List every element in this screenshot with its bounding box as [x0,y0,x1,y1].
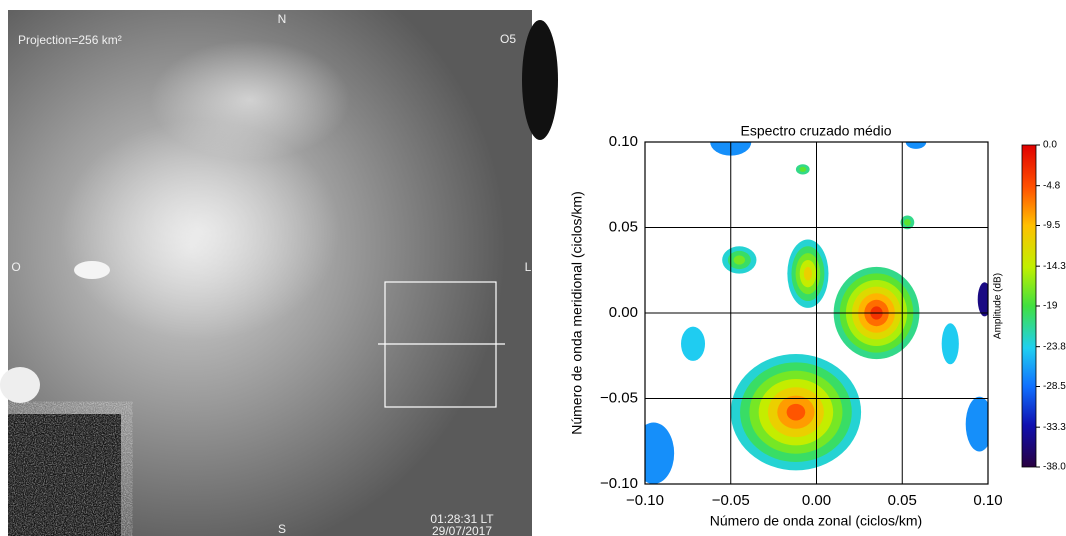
contour-level [977,282,988,317]
inset-noise [8,414,121,536]
colorbar [1021,144,1037,468]
y-tick-label: 0.10 [609,133,638,150]
north: N [278,12,287,26]
airglow-image: Projection=256 km² N S O L O5 01:28:31 L… [0,10,558,536]
colorbar-tick-label: -23.8 [1043,341,1066,352]
contour-level [905,142,927,149]
time: 01:28:31 LT [430,512,494,526]
x-tick-label: 0.00 [802,492,831,509]
colorbar-tick-label: -9.5 [1043,220,1061,231]
west: O [11,260,20,274]
x-tick-label: −0.05 [712,492,750,509]
projection: Projection=256 km² [18,33,122,47]
colorbar-tick-label: 0.0 [1043,140,1057,151]
contour-level [799,166,807,172]
axes: −0.10 −0.05 0.00 0.05 0.10 −0.10 −0.05 0.00 0.05… [600,133,1066,509]
contour-level [803,266,813,281]
south: S [278,522,286,536]
contour-level [733,255,746,265]
contour-level [645,422,675,484]
colorbar-tick-label: -4.8 [1043,180,1061,191]
x-tick-label: 0.10 [973,492,1002,509]
y-tick-label: −0.05 [600,389,638,406]
colorbar-tick-label: -14.3 [1043,261,1066,272]
contours [645,142,988,484]
contour-level [786,403,806,421]
colorbar-tick-label: -28.5 [1043,381,1066,392]
glow [0,367,40,403]
station: O5 [500,32,516,46]
x-axis-label: Número de onda zonal (ciclos/km) [710,513,922,529]
plot-frame [644,141,989,485]
y-tick-label: −0.10 [600,475,638,492]
glow [74,261,110,279]
x-tick-label: 0.05 [888,492,917,509]
colorbar-tick-label: -38.0 [1043,462,1066,473]
chart-title: Espectro cruzado médio [741,123,892,139]
x-tick-label: −0.10 [626,492,664,509]
contour-level [941,323,959,365]
contour-level [903,218,911,226]
contour-level [681,326,706,361]
y-axis-label: Número de onda meridional (ciclos/km) [569,191,585,435]
date: 29/07/2017 [432,524,492,536]
colorbar-tick-label: -33.3 [1043,422,1066,433]
obstruction [522,20,558,140]
east: L [525,260,532,274]
y-tick-label: 0.05 [609,218,638,235]
contour-level [965,396,988,452]
glow [60,120,340,340]
glow [150,40,350,160]
colorbar-tick-label: -19 [1043,301,1058,312]
y-tick-label: 0.00 [609,304,638,321]
colorbar-label: Amplitude (dB) [993,273,1004,339]
